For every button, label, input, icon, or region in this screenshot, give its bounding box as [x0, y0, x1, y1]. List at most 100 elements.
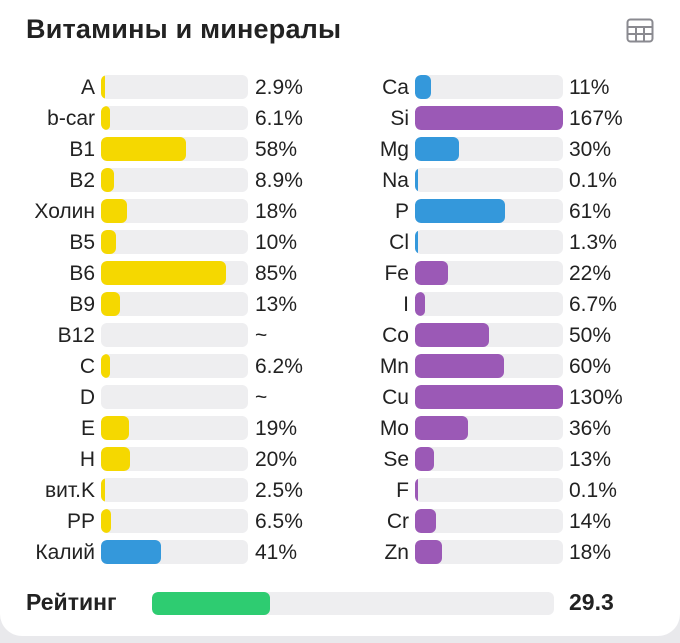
- nutrient-bar-fill: [415, 106, 563, 130]
- nutrient-percent: 19%: [255, 417, 298, 440]
- nutrient-bar-fill: [415, 75, 432, 99]
- nutrient-percent: 6.7%: [569, 293, 617, 316]
- nutrient-percent: 50%: [569, 324, 612, 347]
- nutrient-bar-fill: [101, 292, 121, 316]
- nutrient-bar-track: [415, 230, 563, 254]
- nutrient-bar-track: [101, 106, 248, 130]
- nutrient-bar-track: [415, 292, 563, 316]
- nutrient-percent: 36%: [569, 417, 612, 440]
- nutrient-bar-track: [101, 137, 248, 161]
- nutrient-bar-fill: [415, 509, 436, 533]
- nutrient-percent: 0.1%: [569, 169, 617, 192]
- rating-bar-fill: [152, 592, 270, 615]
- nutrient-percent: 6.1%: [255, 107, 303, 130]
- nutrient-bar-track: [101, 292, 248, 316]
- nutrient-bar-track: [101, 323, 248, 347]
- nutrient-label: PP: [66, 510, 95, 533]
- nutrient-bar-track: [415, 323, 563, 347]
- table-view-icon[interactable]: [626, 18, 654, 44]
- nutrient-label: b-car: [47, 107, 95, 130]
- nutrient-bar-fill: [101, 447, 131, 471]
- nutrient-bar-track: [415, 199, 563, 223]
- nutrient-bar-track: [415, 509, 563, 533]
- nutrient-bar-fill: [415, 416, 469, 440]
- nutrient-bar-fill: [415, 447, 435, 471]
- nutrient-bar-track: [415, 354, 563, 378]
- nutrient-bar-track: [415, 540, 563, 564]
- nutrient-percent: 58%: [255, 138, 298, 161]
- nutrient-label: Cl: [389, 231, 409, 254]
- nutrient-label: Mo: [379, 417, 409, 440]
- nutrient-label: Mn: [379, 355, 409, 378]
- nutrient-bar-track: [101, 509, 248, 533]
- nutrient-label: Cr: [386, 510, 409, 533]
- nutrient-bar-fill: [415, 292, 425, 316]
- card-title: Витамины и минералы: [26, 14, 342, 44]
- nutrient-percent: 20%: [255, 448, 298, 471]
- nutrient-label: B5: [69, 231, 95, 254]
- nutrient-percent: 60%: [569, 355, 612, 378]
- nutrient-label: Калий: [35, 541, 95, 564]
- rating-bar-track: [152, 592, 554, 615]
- nutrient-label: B12: [57, 324, 95, 347]
- nutrient-percent: 167%: [569, 107, 623, 130]
- nutrient-label: P: [394, 200, 409, 223]
- nutrient-bar-track: [101, 261, 248, 285]
- nutrient-percent: 14%: [569, 510, 612, 533]
- nutrient-label: вит.K: [44, 479, 95, 502]
- nutrient-percent: 2.9%: [255, 76, 303, 99]
- nutrient-label: F: [396, 479, 409, 502]
- nutrient-percent: ~: [255, 324, 268, 347]
- nutrient-bar-fill: [101, 540, 162, 564]
- nutrient-label: Cu: [382, 386, 409, 409]
- nutrient-label: Ca: [382, 76, 409, 99]
- nutrient-bar-track: [415, 106, 563, 130]
- nutrient-label: B9: [69, 293, 95, 316]
- rating-label: Рейтинг: [26, 589, 117, 615]
- nutrient-bar-fill: [415, 261, 448, 285]
- nutrient-bar-track: [415, 447, 563, 471]
- nutrient-label: Mg: [379, 138, 409, 161]
- nutrient-bar-track: [101, 478, 248, 502]
- nutrient-bar-track: [101, 230, 248, 254]
- nutrient-label: B1: [69, 138, 95, 161]
- nutrient-bar-fill: [415, 137, 460, 161]
- nutrient-label: Si: [390, 107, 409, 130]
- nutrient-bar-track: [101, 385, 248, 409]
- nutrient-bar-fill: [415, 540, 442, 564]
- nutrient-bar-track: [415, 261, 563, 285]
- nutrient-bar-fill: [101, 230, 116, 254]
- nutrient-bar-fill: [101, 478, 105, 502]
- nutrient-percent: 22%: [569, 262, 612, 285]
- nutrient-percent: 13%: [255, 293, 298, 316]
- nutrient-label: Na: [382, 169, 409, 192]
- nutrient-bar-fill: [415, 168, 418, 192]
- nutrient-bar-fill: [415, 478, 418, 502]
- nutrient-percent: 30%: [569, 138, 612, 161]
- nutrient-percent: 1.3%: [569, 231, 617, 254]
- nutrient-percent: 61%: [569, 200, 612, 223]
- nutrient-bar-track: [415, 137, 563, 161]
- nutrient-bar-track: [415, 385, 563, 409]
- nutrient-label: B6: [69, 262, 95, 285]
- nutrient-label: I: [403, 293, 409, 316]
- nutrient-label: C: [79, 355, 95, 378]
- nutrient-percent: ~: [255, 386, 268, 409]
- nutrient-bar-track: [415, 478, 563, 502]
- nutrient-percent: 0.1%: [569, 479, 617, 502]
- nutrient-label: Zn: [384, 541, 409, 564]
- nutrient-label: E: [80, 417, 95, 440]
- nutrient-bar-fill: [415, 385, 563, 409]
- nutrient-bar-track: [415, 416, 563, 440]
- nutrient-label: Холин: [34, 200, 95, 223]
- nutrient-bar-track: [415, 75, 563, 99]
- nutrient-bar-track: [101, 75, 248, 99]
- nutrient-percent: 11%: [569, 76, 610, 99]
- nutrient-bar-track: [101, 168, 248, 192]
- nutrient-bar-track: [101, 354, 248, 378]
- nutrient-bar-track: [101, 540, 248, 564]
- nutrient-percent: 41%: [255, 541, 298, 564]
- nutrient-label: Co: [382, 324, 409, 347]
- nutrient-bar-fill: [101, 199, 128, 223]
- nutrient-percent: 6.2%: [255, 355, 303, 378]
